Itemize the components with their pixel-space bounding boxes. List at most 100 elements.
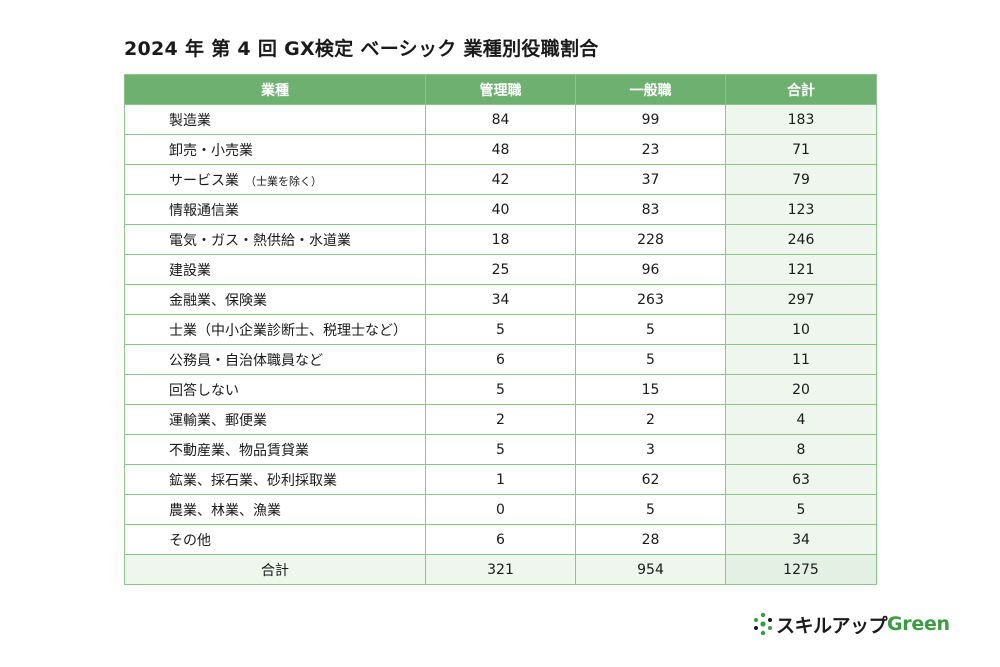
industry-cell: 士業（中小企業診断士、税理士など） xyxy=(124,314,426,345)
table-row: 建設業 25 96 121 xyxy=(124,254,877,285)
manager-cell: 34 xyxy=(425,284,576,315)
manager-cell: 1 xyxy=(425,464,576,495)
manager-cell: 40 xyxy=(425,194,576,225)
industry-name: 製造業 xyxy=(169,112,211,129)
page-title: 2024 年 第 4 回 GX検定 ベーシック 業種別役職割合 xyxy=(124,38,599,60)
total-cell: 71 xyxy=(725,134,877,165)
general-cell: 263 xyxy=(575,284,726,315)
industry-cell: サービス業 （士業を除く） xyxy=(124,164,426,195)
table-row: 回答しない 5 15 20 xyxy=(124,374,877,405)
total-cell: 79 xyxy=(725,164,877,195)
total-cell: 34 xyxy=(725,524,877,555)
total-cell: 20 xyxy=(725,374,877,405)
total-cell: 10 xyxy=(725,314,877,345)
table-row: 鉱業、採石業、砂利採取業 1 62 63 xyxy=(124,464,877,495)
manager-cell: 84 xyxy=(425,104,576,135)
industry-cell: 不動産業、物品賃貸業 xyxy=(124,434,426,465)
general-cell: 62 xyxy=(575,464,726,495)
table-row: 情報通信業 40 83 123 xyxy=(124,194,877,225)
manager-cell: 18 xyxy=(425,224,576,255)
industry-cell: 製造業 xyxy=(124,104,426,135)
manager-cell: 25 xyxy=(425,254,576,285)
industry-name: 建設業 xyxy=(169,262,211,279)
manager-cell: 5 xyxy=(425,314,576,345)
industry-name: 情報通信業 xyxy=(169,202,239,219)
general-cell: 23 xyxy=(575,134,726,165)
manager-cell: 6 xyxy=(425,344,576,375)
general-cell: 2 xyxy=(575,404,726,435)
total-cell: 4 xyxy=(725,404,877,435)
industry-cell: 電気・ガス・熱供給・水道業 xyxy=(124,224,426,255)
manager-cell: 2 xyxy=(425,404,576,435)
header-general: 一般職 xyxy=(575,74,726,105)
manager-cell: 6 xyxy=(425,524,576,555)
industry-name: 鉱業、採石業、砂利採取業 xyxy=(169,472,337,489)
total-cell: 11 xyxy=(725,344,877,375)
industry-name: 回答しない xyxy=(169,382,239,399)
industry-name: 電気・ガス・熱供給・水道業 xyxy=(169,232,351,249)
industry-cell: 鉱業、採石業、砂利採取業 xyxy=(124,464,426,495)
industry-cell: 回答しない xyxy=(124,374,426,405)
table-row: 製造業 84 99 183 xyxy=(124,104,877,135)
industry-cell: 農業、林業、漁業 xyxy=(124,494,426,525)
total-cell: 123 xyxy=(725,194,877,225)
total-cell: 63 xyxy=(725,464,877,495)
total-cell: 183 xyxy=(725,104,877,135)
table-header-row: 業種 管理職 一般職 合計 xyxy=(124,74,877,105)
manager-total-cell: 321 xyxy=(425,554,576,585)
industry-cell: 運輸業、郵便業 xyxy=(124,404,426,435)
manager-cell: 5 xyxy=(425,434,576,465)
industry-name: 金融業、保険業 xyxy=(169,292,267,309)
table-row: 電気・ガス・熱供給・水道業 18 228 246 xyxy=(124,224,877,255)
industry-position-table: 業種 管理職 一般職 合計 製造業 84 99 183 卸売・小売業 48 23 71 サービス… xyxy=(124,74,877,585)
industry-name: 不動産業、物品賃貸業 xyxy=(169,442,309,459)
total-label-cell: 合計 xyxy=(124,554,426,585)
industry-name: 士業（中小企業診断士、税理士など） xyxy=(169,322,407,339)
industry-cell: その他 xyxy=(124,524,426,555)
total-cell: 246 xyxy=(725,224,877,255)
table-row: 公務員・自治体職員など 6 5 11 xyxy=(124,344,877,375)
header-manager: 管理職 xyxy=(425,74,576,105)
industry-note: （士業を除く） xyxy=(245,174,322,188)
table-row: 卸売・小売業 48 23 71 xyxy=(124,134,877,165)
total-cell: 8 xyxy=(725,434,877,465)
general-cell: 5 xyxy=(575,314,726,345)
table-row: サービス業 （士業を除く） 42 37 79 xyxy=(124,164,877,195)
industry-cell: 金融業、保険業 xyxy=(124,284,426,315)
total-cell: 5 xyxy=(725,494,877,525)
logo-green-text: Green xyxy=(887,613,950,635)
table-total-row: 合計 321 954 1275 xyxy=(124,554,877,585)
general-cell: 3 xyxy=(575,434,726,465)
grand-total-cell: 1275 xyxy=(725,554,877,585)
header-industry: 業種 xyxy=(124,74,426,105)
manager-cell: 0 xyxy=(425,494,576,525)
table-row: 不動産業、物品賃貸業 5 3 8 xyxy=(124,434,877,465)
table-row: 金融業、保険業 34 263 297 xyxy=(124,284,877,315)
general-cell: 28 xyxy=(575,524,726,555)
total-cell: 121 xyxy=(725,254,877,285)
manager-cell: 42 xyxy=(425,164,576,195)
industry-cell: 公務員・自治体職員など xyxy=(124,344,426,375)
industry-cell: 建設業 xyxy=(124,254,426,285)
manager-cell: 5 xyxy=(425,374,576,405)
general-total-cell: 954 xyxy=(575,554,726,585)
industry-name: 公務員・自治体職員など xyxy=(169,352,323,369)
table-row: 士業（中小企業診断士、税理士など） 5 5 10 xyxy=(124,314,877,345)
table-body: 製造業 84 99 183 卸売・小売業 48 23 71 サービス業 （士業を除く） 42 37 79… xyxy=(124,104,877,585)
general-cell: 96 xyxy=(575,254,726,285)
total-cell: 297 xyxy=(725,284,877,315)
skillup-green-logo: スキルアップ Green xyxy=(752,610,950,638)
industry-name: 運輸業、郵便業 xyxy=(169,412,267,429)
industry-cell: 卸売・小売業 xyxy=(124,134,426,165)
general-cell: 5 xyxy=(575,494,726,525)
industry-name: 農業、林業、漁業 xyxy=(169,502,281,519)
table-row: その他 6 28 34 xyxy=(124,524,877,555)
general-cell: 228 xyxy=(575,224,726,255)
general-cell: 5 xyxy=(575,344,726,375)
table-row: 運輸業、郵便業 2 2 4 xyxy=(124,404,877,435)
manager-cell: 48 xyxy=(425,134,576,165)
industry-name: その他 xyxy=(169,532,211,549)
general-cell: 37 xyxy=(575,164,726,195)
table-row: 農業、林業、漁業 0 5 5 xyxy=(124,494,877,525)
general-cell: 99 xyxy=(575,104,726,135)
